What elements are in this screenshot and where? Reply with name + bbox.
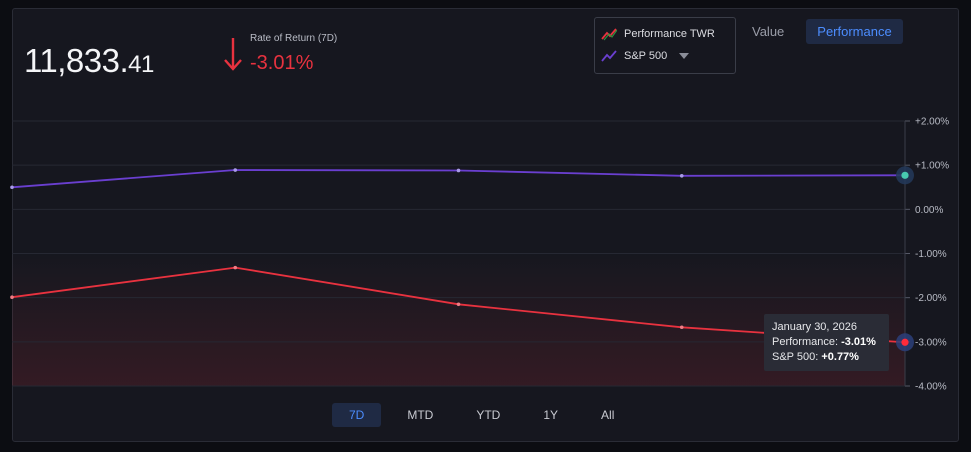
y-tick-label: +1.00% <box>915 161 949 172</box>
active-point-performance[interactable] <box>901 338 909 346</box>
legend-label-sp500: S&P 500 <box>624 50 668 62</box>
y-tick-label: -2.00% <box>915 293 947 304</box>
tooltip-sp500: S&P 500: +0.77% <box>772 351 859 363</box>
range-selector: 7D MTD YTD 1Y All <box>332 403 640 427</box>
range-1y-button[interactable]: 1Y <box>543 408 559 422</box>
y-tick-label: -3.00% <box>915 337 947 348</box>
data-point-performance[interactable] <box>679 325 684 330</box>
tooltip-performance: Performance: -3.01% <box>772 336 876 348</box>
range-mtd-button[interactable]: MTD <box>407 408 434 422</box>
data-point-performance[interactable] <box>456 302 461 307</box>
toggle-value-button[interactable]: Value <box>752 24 785 39</box>
data-point-sp500[interactable] <box>456 168 461 173</box>
portfolio-value-integer: 11,833. <box>24 42 129 79</box>
rate-of-return-label: Rate of Return (7D) <box>250 33 338 44</box>
range-ytd-button[interactable]: YTD <box>476 408 501 422</box>
data-point-sp500[interactable] <box>10 185 14 190</box>
data-point-sp500[interactable] <box>233 168 238 172</box>
legend: Performance TWR S&P 500 <box>594 17 736 74</box>
chevron-down-icon[interactable] <box>679 53 690 59</box>
y-tick-label: 0.00% <box>915 205 943 216</box>
legend-label-performance: Performance TWR <box>624 28 715 40</box>
portfolio-value-decimal: 41 <box>128 51 154 78</box>
legend-item-sp500[interactable]: S&P 500 <box>601 47 690 65</box>
arrow-down-icon <box>224 38 242 71</box>
negative-zone-shade <box>12 253 905 386</box>
y-tick-label: +2.00% <box>915 117 949 128</box>
toggle-performance-button[interactable]: Performance <box>806 19 903 44</box>
range-7d-button[interactable]: 7D <box>332 403 382 427</box>
active-point-sp500[interactable] <box>901 171 909 179</box>
tooltip-date: January 30, 2026 <box>772 321 858 333</box>
series-line-sp500 <box>11 169 906 189</box>
data-point-sp500[interactable] <box>679 173 684 178</box>
tooltip-performance-value: -3.01% <box>841 336 876 348</box>
legend-item-performance[interactable]: Performance TWR <box>601 25 715 43</box>
tooltip-sp500-value: +0.77% <box>821 351 859 363</box>
y-tick-label: -4.00% <box>915 382 947 393</box>
data-point-performance[interactable] <box>233 265 238 270</box>
chart-tooltip: January 30, 2026 Performance: -3.01% S&P… <box>764 314 889 371</box>
portfolio-value: 11,833.41 <box>24 42 154 80</box>
trend-line-icon <box>601 28 617 41</box>
trend-line-icon <box>601 50 617 62</box>
data-point-performance[interactable] <box>10 295 14 300</box>
y-tick-label: -1.00% <box>915 249 947 260</box>
rate-of-return-value: -3.01% <box>250 52 314 74</box>
range-all-button[interactable]: All <box>601 408 615 422</box>
